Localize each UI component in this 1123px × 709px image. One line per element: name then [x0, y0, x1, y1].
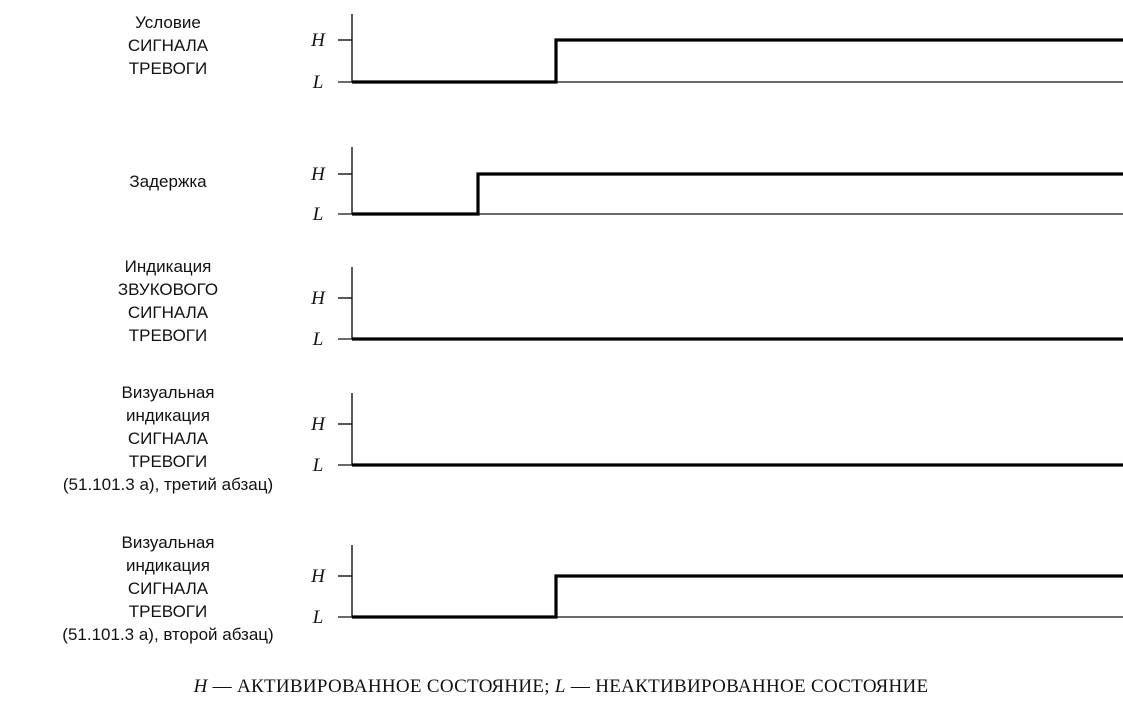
state-label-low: L [312, 204, 324, 225]
signal-label-line: ТРЕВОГИ [129, 452, 207, 471]
caption-l-symbol: L [554, 676, 566, 697]
signal-label-line: Визуальная [121, 383, 214, 402]
state-label-low: L [312, 607, 324, 628]
signal-label-line: ТРЕВОГИ [129, 326, 207, 345]
signal-label-line: СИГНАЛА [128, 303, 209, 322]
signal-waveform [352, 38, 1123, 84]
signal-label: Индикация ЗВУКОВОГО СИГНАЛА ТРЕВОГИ [118, 257, 218, 345]
signal-label: Визуальная индикация СИГНАЛА ТРЕВОГИ (51.101… [63, 383, 273, 494]
state-label-low: L [312, 329, 324, 350]
signal-label-line: ТРЕВОГИ [129, 59, 207, 78]
signal-row-visual-alarm-indication-third-paragraph: Визуальная индикация СИГНАЛА ТРЕВОГИ (51.101… [63, 383, 1123, 494]
signal-label-line: СИГНАЛА [128, 579, 209, 598]
caption-l-text: — НЕАКТИВИРОВАННОЕ СОСТОЯНИЕ [566, 676, 929, 697]
state-label-high: H [310, 414, 326, 435]
signal-label: Задержка [129, 172, 207, 191]
signal-label-line: Задержка [129, 172, 207, 191]
signal-label-line: индикация [126, 556, 210, 575]
signal-label-line: СИГНАЛА [128, 429, 209, 448]
caption-h-symbol: H [193, 676, 209, 697]
signal-label-line: ТРЕВОГИ [129, 602, 207, 621]
state-label-low: L [312, 72, 324, 93]
signal-label-line: Индикация [125, 257, 212, 276]
state-label-high: H [310, 164, 326, 185]
signal-label-line: СИГНАЛА [128, 36, 209, 55]
signal-waveform [352, 172, 1123, 216]
signal-waveform [352, 574, 1123, 619]
signal-label-line: ЗВУКОВОГО [118, 280, 218, 299]
signal-label-line: (51.101.3 а), второй абзац) [62, 625, 273, 644]
signal-label-line: Условие [135, 13, 201, 32]
state-label-high: H [310, 566, 326, 587]
signal-row-visual-alarm-indication-second-paragraph: Визуальная индикация СИГНАЛА ТРЕВОГИ (51.101… [62, 533, 1123, 644]
state-label-high: H [310, 30, 326, 51]
signal-row-alarm-condition: Условие СИГНАЛА ТРЕВОГИ HL [128, 13, 1123, 93]
state-label-low: L [312, 455, 324, 476]
caption-h-text: — АКТИВИРОВАННОЕ СОСТОЯНИЕ; [208, 676, 555, 697]
signal-row-auditory-alarm-indication: Индикация ЗВУКОВОГО СИГНАЛА ТРЕВОГИ HL [118, 257, 1123, 350]
signal-label-line: (51.101.3 а), третий абзац) [63, 475, 273, 494]
signal-label-line: индикация [126, 406, 210, 425]
state-label-high: H [310, 288, 326, 309]
signal-label-line: Визуальная [121, 533, 214, 552]
diagram-caption: H — АКТИВИРОВАННОЕ СОСТОЯНИЕ; L — НЕАКТИ… [193, 676, 929, 697]
signal-label: Условие СИГНАЛА ТРЕВОГИ [128, 13, 209, 78]
signal-label: Визуальная индикация СИГНАЛА ТРЕВОГИ (51.101… [62, 533, 273, 644]
signal-row-delay: Задержка HL [129, 147, 1123, 225]
